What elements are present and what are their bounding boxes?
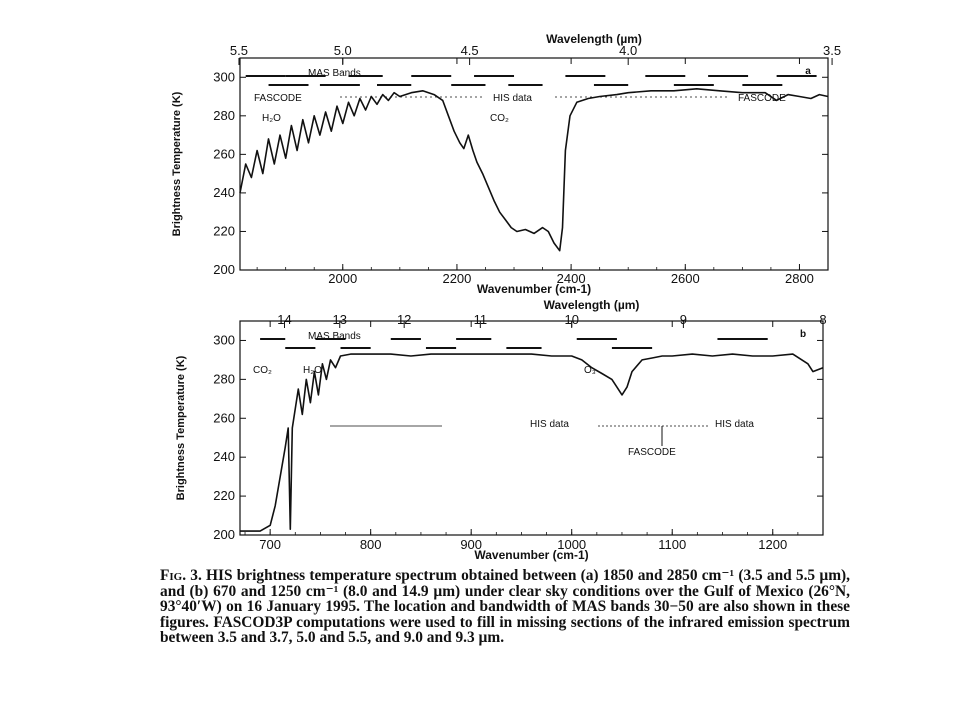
y-tick-label: 200 [213,527,235,542]
x2-tick-label: 5.0 [334,43,352,58]
annot-his-data-right: HIS data [715,419,754,430]
x2-tick-label: 3.5 [823,43,841,58]
x2-tick-label: 5.5 [230,43,248,58]
x2-tick-label: 4.5 [461,43,479,58]
x2-tick-label: 12 [397,312,411,327]
y-tick-label: 260 [213,410,235,425]
x-tick-label: 2000 [328,271,357,286]
x2-axis-title: Wavelength (µm) [544,298,640,312]
x2-tick-label: 4.0 [619,43,637,58]
annot-his-data: HIS data [493,93,532,104]
x2-tick-label: 14 [277,312,291,327]
x-tick-label: 2400 [557,271,586,286]
panel-a-chart: 2000 2200 2400 2600 2800 5.5 5.0 4.5 4.0 3.5 200 22… [171,32,841,296]
mas-bands-legend: MAS Bands [308,68,361,79]
panel-letter: a [805,66,811,77]
x-tick-label: 2800 [785,271,814,286]
y-tick-label: 200 [213,262,235,277]
x-axis-title: Wavenumber (cm-1) [477,282,591,296]
spectrum-line [240,353,824,532]
x-tick-label: 700 [259,537,281,552]
x-tick-label: 2200 [442,271,471,286]
y-axis-title: Brightness Temperature (K) [171,91,183,236]
annot-fascode-left: FASCODE [254,93,302,104]
y-tick-label: 240 [213,185,235,200]
y-tick-label: 300 [213,332,235,347]
x-tick-label: 800 [360,537,382,552]
y-tick-label: 280 [213,371,235,386]
x-tick-label: 1200 [758,537,787,552]
figure-caption: Fig. 3. HIS brightness temperature spect… [160,568,850,646]
annot-h2o: H₂O [262,113,281,124]
annot-fascode-right: FASCODE [738,93,786,104]
annot-co2: CO₂ [253,365,272,376]
caption-body: HIS brightness temperature spectrum obta… [160,567,850,647]
x2-tick-label: 13 [333,312,347,327]
y-tick-label: 220 [213,223,235,238]
y-tick-label: 220 [213,488,235,503]
annot-o3: O₃ [584,365,596,376]
y-tick-label: 240 [213,449,235,464]
annot-co2: CO₂ [490,113,509,124]
x-axis-title: Wavenumber (cm-1) [474,548,588,562]
y-tick-label: 300 [213,69,235,84]
x2-tick-label: 8 [819,312,826,327]
x-tick-label: 900 [460,537,482,552]
annot-h2o: H₂O [303,365,322,376]
y-tick-label: 280 [213,108,235,123]
y-tick-label: 260 [213,146,235,161]
x2-axis-title: Wavelength (µm) [546,32,642,46]
panel-b-chart: 700 800 900 1000 1100 1200 14 13 12 11 10 9 8 200 220 2… [175,298,827,562]
x-tick-label: 1100 [658,537,686,552]
plot-frame [239,57,829,271]
y-axis-title: Brightness Temperature (K) [175,355,187,500]
spectrum-line [239,88,829,252]
annot-fascode: FASCODE [628,447,676,458]
plot-frame [239,320,824,536]
x2-tick-label: 11 [474,312,488,327]
caption-lead: Fig. 3. [160,567,202,584]
x-tick-label: 2600 [671,271,700,286]
panel-letter: b [800,329,806,340]
x-tick-label: 1000 [557,537,586,552]
mas-bands-legend: MAS Bands [308,331,361,342]
annot-his-data-left: HIS data [530,419,569,430]
x2-tick-label: 10 [564,312,578,327]
x2-tick-label: 9 [680,312,687,327]
